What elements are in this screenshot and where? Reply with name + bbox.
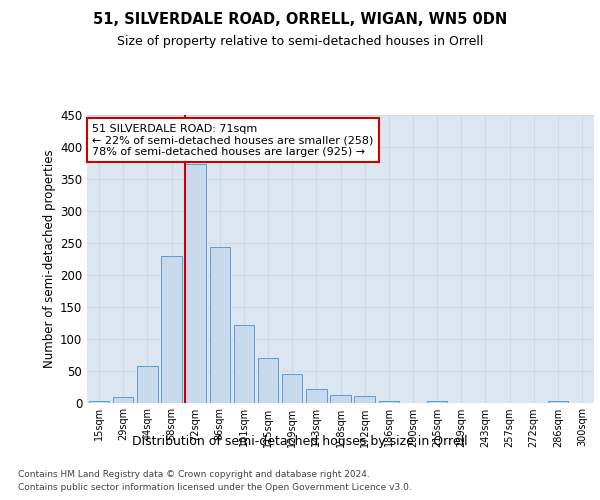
Bar [113, 397, 133, 402]
Bar [330, 396, 351, 402]
Bar [548, 401, 568, 402]
Bar [306, 389, 326, 402]
Bar [89, 401, 109, 402]
Bar [282, 374, 302, 402]
Bar [355, 396, 375, 402]
Bar [209, 247, 230, 402]
Bar [233, 325, 254, 402]
Text: 51 SILVERDALE ROAD: 71sqm
← 22% of semi-detached houses are smaller (258)
78% of: 51 SILVERDALE ROAD: 71sqm ← 22% of semi-… [92, 124, 373, 157]
Y-axis label: Number of semi-detached properties: Number of semi-detached properties [43, 150, 56, 368]
Text: Size of property relative to semi-detached houses in Orrell: Size of property relative to semi-detach… [117, 35, 483, 48]
Bar [137, 366, 158, 403]
Bar [427, 401, 448, 402]
Text: Contains HM Land Registry data © Crown copyright and database right 2024.: Contains HM Land Registry data © Crown c… [18, 470, 370, 479]
Bar [161, 256, 182, 402]
Bar [185, 164, 206, 402]
Text: Contains public sector information licensed under the Open Government Licence v3: Contains public sector information licen… [18, 484, 412, 492]
Bar [258, 358, 278, 403]
Text: Distribution of semi-detached houses by size in Orrell: Distribution of semi-detached houses by … [132, 435, 468, 448]
Bar [379, 400, 399, 402]
Text: 51, SILVERDALE ROAD, ORRELL, WIGAN, WN5 0DN: 51, SILVERDALE ROAD, ORRELL, WIGAN, WN5 … [93, 12, 507, 28]
